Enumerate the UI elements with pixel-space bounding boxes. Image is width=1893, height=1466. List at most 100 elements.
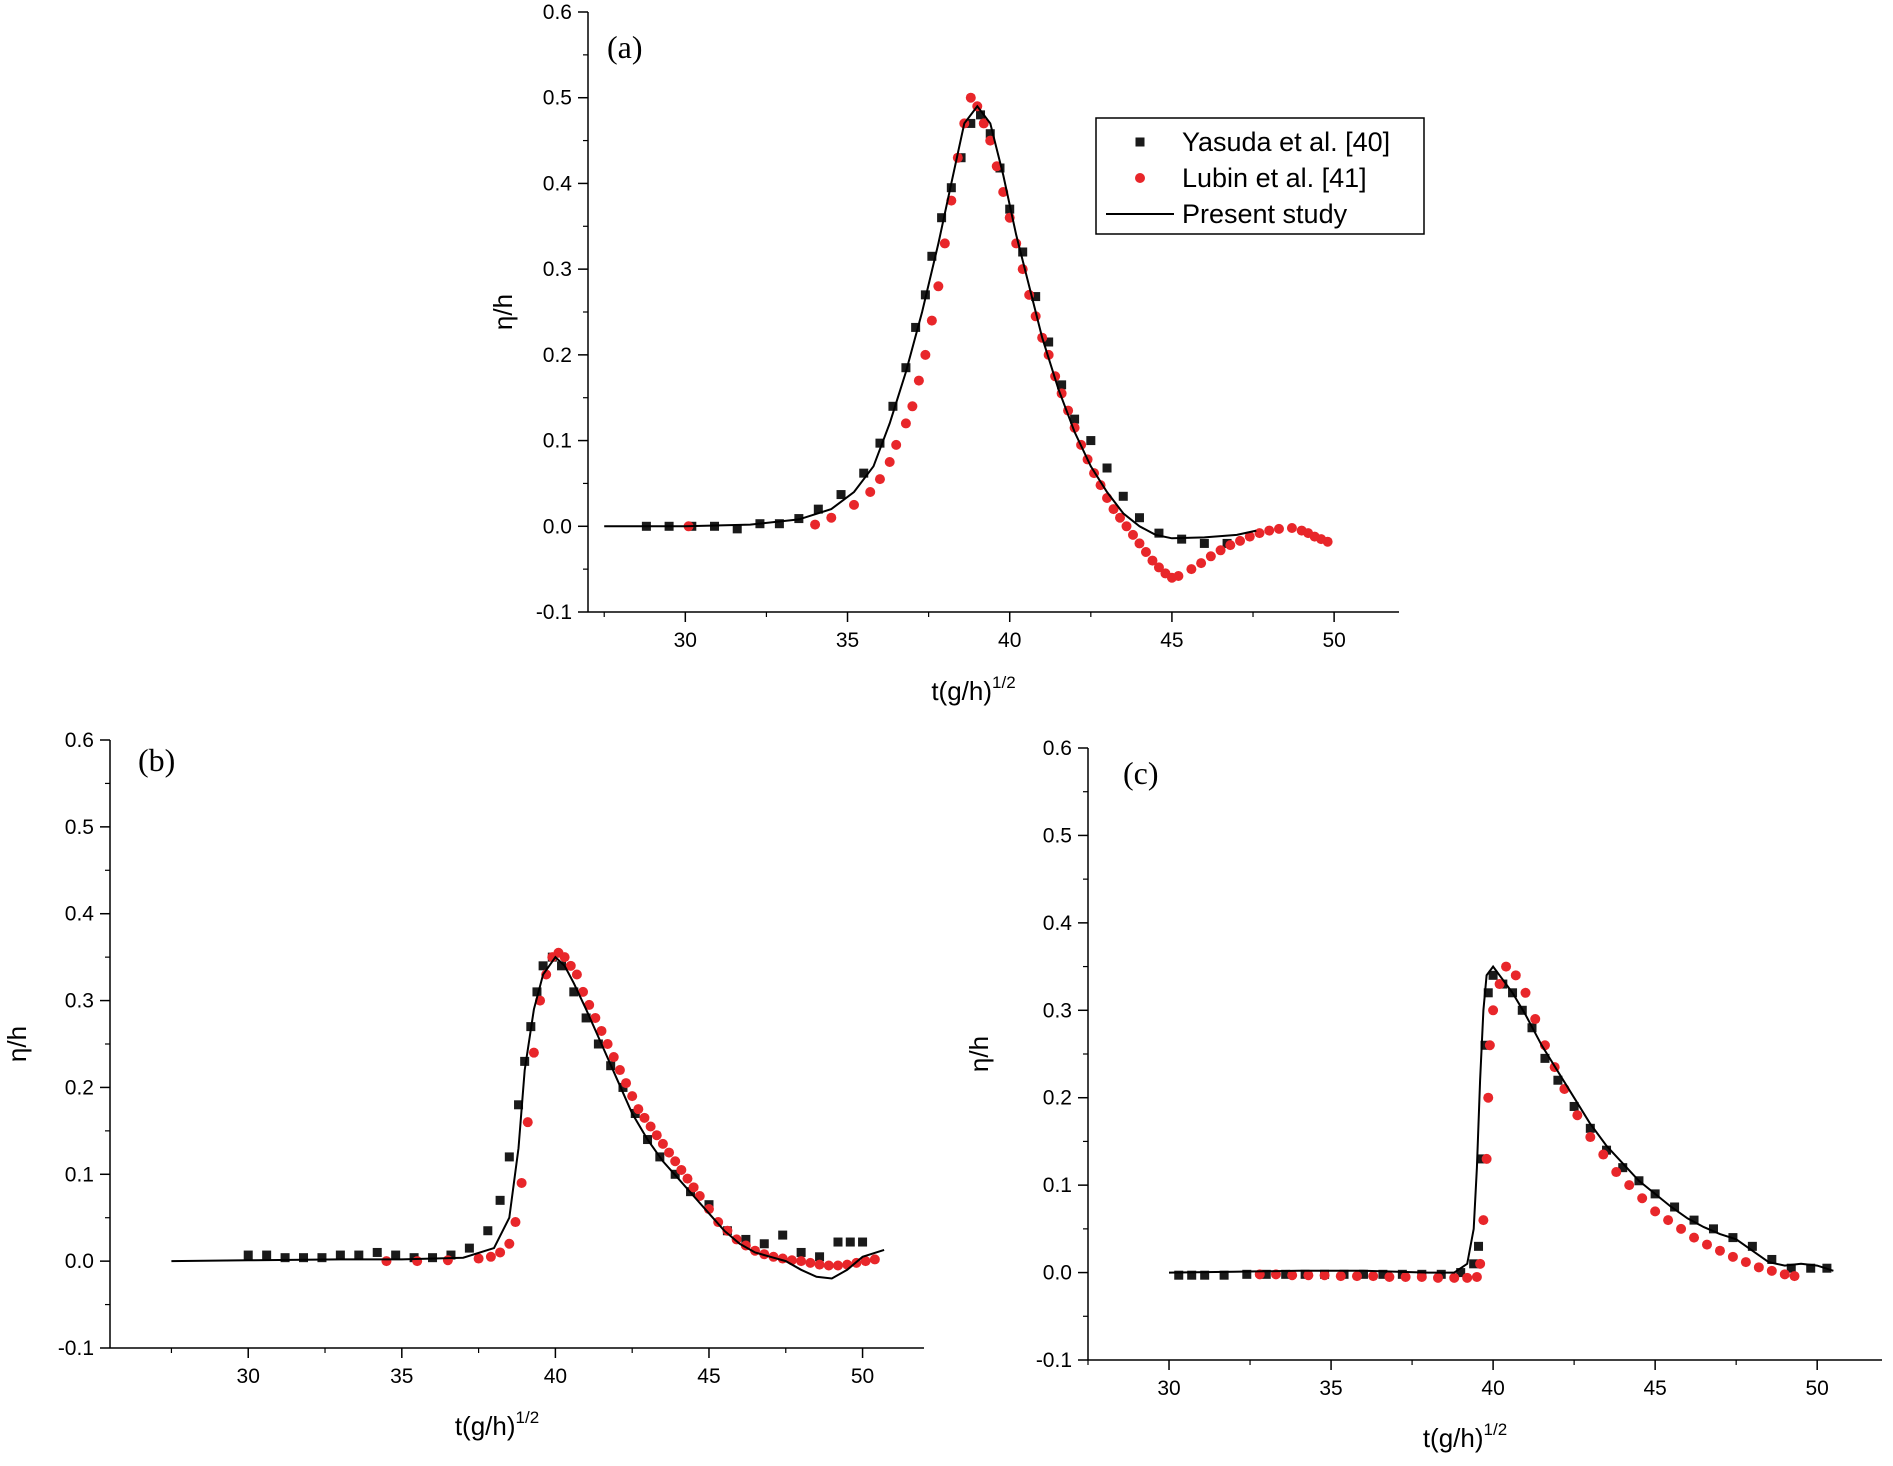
data-point bbox=[966, 118, 976, 128]
data-point bbox=[1520, 987, 1531, 998]
data-point bbox=[1488, 970, 1498, 980]
data-point bbox=[1187, 1270, 1197, 1280]
data-point bbox=[815, 1252, 825, 1262]
x-axis-label: t(g/h)1/2 bbox=[455, 1408, 539, 1441]
data-point bbox=[1319, 1270, 1330, 1281]
data-point bbox=[676, 1164, 687, 1175]
data-point bbox=[732, 524, 742, 534]
x-tick-label: 30 bbox=[674, 629, 697, 652]
data-point bbox=[1225, 540, 1236, 551]
data-point bbox=[1611, 1167, 1622, 1178]
data-point bbox=[926, 315, 937, 326]
x-tick-label: 50 bbox=[1806, 1377, 1829, 1400]
data-point bbox=[1624, 1180, 1635, 1191]
data-point bbox=[1478, 1215, 1489, 1226]
x-tick-label: 45 bbox=[1643, 1377, 1666, 1400]
data-point bbox=[1261, 1269, 1271, 1279]
x-tick-label: 40 bbox=[1481, 1377, 1504, 1400]
series-yasuda-et-al-40 bbox=[243, 952, 868, 1263]
x-axis-label: t(g/h)1/2 bbox=[1423, 1420, 1507, 1453]
panel-label: (b) bbox=[138, 742, 175, 778]
data-point bbox=[1708, 1224, 1718, 1234]
y-tick-label: 0.4 bbox=[543, 172, 573, 195]
y-tick-label: 0.5 bbox=[543, 87, 572, 110]
data-point bbox=[1018, 247, 1028, 257]
x-tick-label: 50 bbox=[1322, 629, 1345, 652]
data-point bbox=[913, 375, 924, 386]
data-point bbox=[1322, 536, 1333, 547]
data-point bbox=[1286, 523, 1297, 533]
series-present-study bbox=[171, 955, 885, 1280]
data-point bbox=[514, 1100, 524, 1110]
data-point bbox=[1488, 1005, 1499, 1016]
series-present-study bbox=[1168, 964, 1834, 1274]
data-point bbox=[614, 1065, 625, 1076]
data-point bbox=[645, 1121, 656, 1132]
data-point bbox=[354, 1250, 364, 1260]
data-point bbox=[618, 1082, 628, 1092]
data-point bbox=[927, 251, 937, 261]
data-point bbox=[722, 1225, 733, 1236]
legend: Yasuda et al. [40] Lubin et al. [41] Prese… bbox=[1095, 117, 1425, 235]
data-point bbox=[985, 135, 996, 146]
data-point bbox=[520, 1056, 530, 1066]
data-point bbox=[888, 401, 898, 411]
data-point bbox=[335, 1250, 345, 1260]
data-point bbox=[845, 1237, 855, 1247]
data-point bbox=[1569, 1101, 1579, 1111]
y-tick-label: 0.2 bbox=[65, 1076, 94, 1099]
data-point bbox=[627, 1091, 638, 1102]
data-point bbox=[1140, 547, 1151, 557]
y-tick-label: 0.0 bbox=[1043, 1262, 1072, 1285]
data-point bbox=[565, 960, 576, 971]
data-point bbox=[1242, 1269, 1252, 1279]
data-point bbox=[557, 961, 567, 971]
data-point bbox=[446, 1250, 456, 1260]
data-point bbox=[869, 1254, 880, 1265]
data-point bbox=[1701, 1239, 1712, 1250]
series-yasuda-et-al-40 bbox=[1174, 970, 1832, 1280]
data-point bbox=[978, 118, 989, 129]
data-point bbox=[602, 1039, 613, 1049]
data-point bbox=[1196, 558, 1207, 569]
y-tick-label: 0.1 bbox=[543, 430, 572, 453]
data-point bbox=[832, 1260, 843, 1271]
data-point bbox=[1540, 1053, 1550, 1063]
data-point bbox=[1368, 1271, 1379, 1282]
data-point bbox=[805, 1257, 816, 1268]
data-point bbox=[1102, 463, 1112, 473]
data-point bbox=[1483, 1092, 1494, 1103]
panel-label: (c) bbox=[1123, 755, 1159, 791]
data-point bbox=[1335, 1271, 1346, 1282]
data-point bbox=[1219, 1270, 1229, 1280]
data-point bbox=[1462, 1272, 1473, 1283]
data-point bbox=[633, 1104, 644, 1115]
x-tick-label: 45 bbox=[697, 1365, 720, 1388]
data-point bbox=[1086, 436, 1096, 446]
data-point bbox=[1779, 1269, 1790, 1280]
data-point bbox=[939, 238, 950, 249]
data-point bbox=[1471, 1271, 1482, 1282]
data-point bbox=[510, 1217, 521, 1228]
y-tick-label: -0.1 bbox=[58, 1337, 94, 1360]
y-tick-label: 0.6 bbox=[65, 729, 94, 752]
data-point bbox=[1789, 1271, 1800, 1282]
data-point bbox=[1510, 970, 1521, 981]
data-point bbox=[581, 1013, 591, 1023]
data-point bbox=[1303, 1270, 1314, 1281]
data-point bbox=[621, 1078, 632, 1089]
data-point bbox=[1481, 1153, 1492, 1164]
legend-entry-label: Present study bbox=[1182, 199, 1348, 229]
data-point bbox=[1205, 551, 1216, 562]
x-tick-label: 30 bbox=[1157, 1377, 1180, 1400]
y-axis-label: η/h bbox=[488, 294, 518, 330]
panel-c: -0.1 0.0 0.1 0.2 0.3 0.4 0.5 0.6 30 35 40 45 50 t(g/h… bbox=[964, 737, 1882, 1453]
data-point bbox=[1530, 1014, 1541, 1025]
data-point bbox=[630, 1108, 640, 1118]
y-tick-label: 0.0 bbox=[543, 515, 572, 538]
data-point bbox=[759, 1239, 769, 1249]
data-point bbox=[1200, 1270, 1210, 1280]
data-point bbox=[965, 92, 976, 103]
data-point bbox=[1057, 380, 1067, 390]
